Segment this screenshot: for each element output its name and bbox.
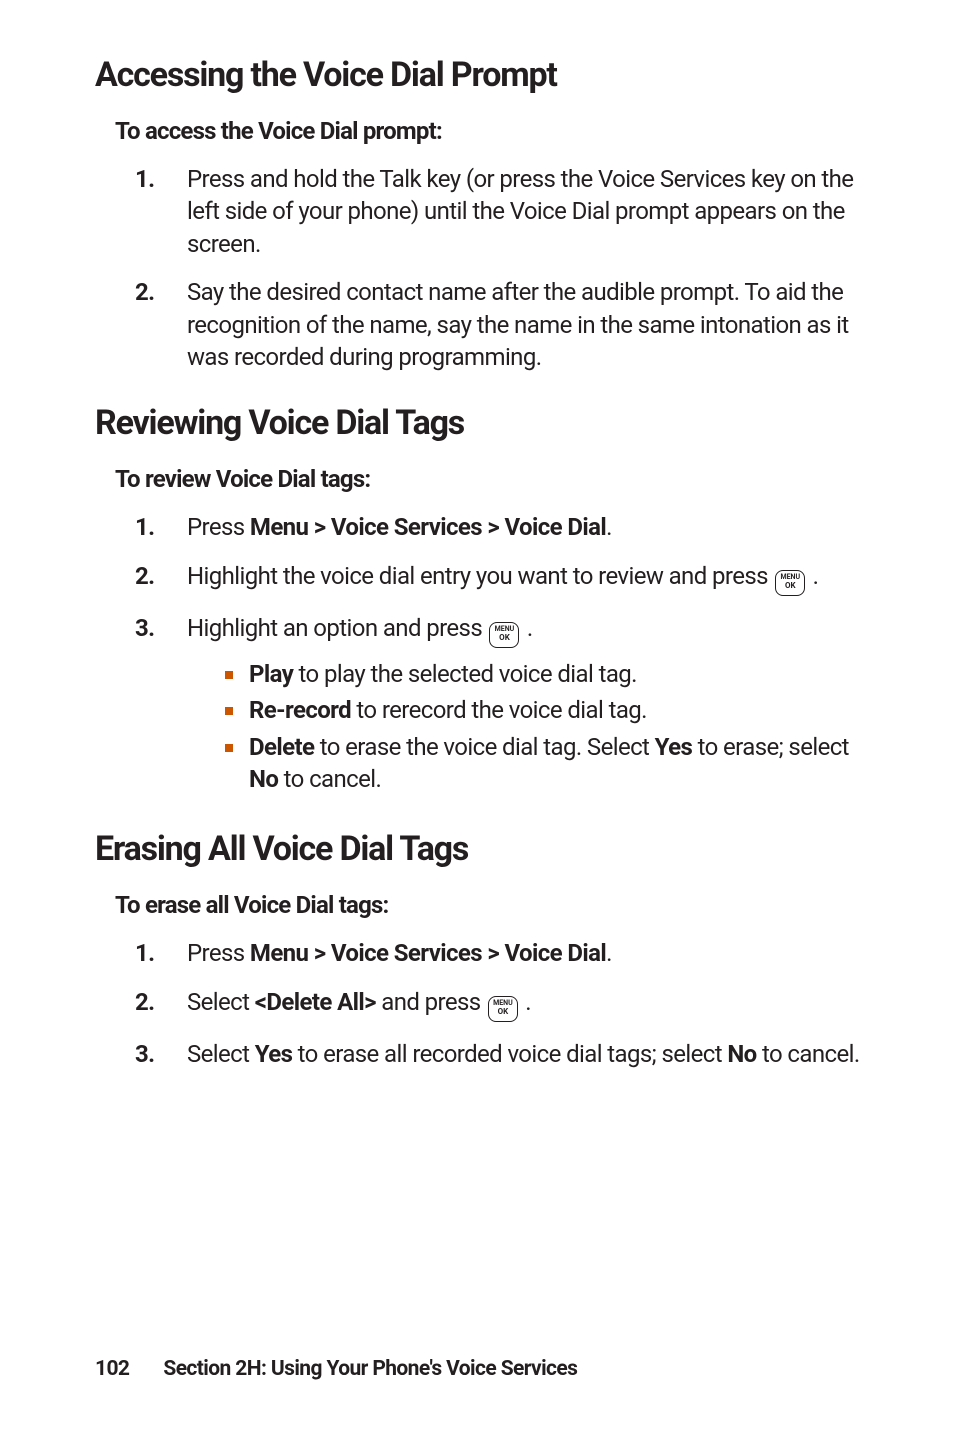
bullet-item: Play to play the selected voice dial tag…	[225, 658, 864, 690]
text: to erase the voice dial tag. Select	[314, 733, 654, 761]
step-item: 3. Highlight an option and press MENUOK …	[135, 612, 864, 800]
step-number: 2.	[135, 560, 187, 592]
step-body: Highlight the voice dial entry you want …	[187, 560, 864, 596]
text: and press	[376, 988, 486, 1016]
step-item: 2. Select <Delete All> and press MENUOK …	[135, 986, 864, 1022]
text: to cancel.	[278, 765, 381, 793]
step-body: Select <Delete All> and press MENUOK .	[187, 986, 864, 1022]
text: .	[807, 562, 818, 590]
menu-path: Menu > Voice Services > Voice Dial	[250, 939, 606, 967]
heading-review: Reviewing Voice Dial Tags	[95, 403, 864, 443]
step-body: Press and hold the Talk key (or press th…	[187, 163, 864, 260]
step-number: 3.	[135, 612, 187, 644]
option-name: Play	[249, 660, 293, 688]
menu-path: Menu > Voice Services > Voice Dial	[250, 513, 606, 541]
step-item: 1. Press Menu > Voice Services > Voice D…	[135, 511, 864, 543]
text: to erase; select	[692, 733, 849, 761]
step-item: 1. Press and hold the Talk key (or press…	[135, 163, 864, 260]
steps-erase: 1. Press Menu > Voice Services > Voice D…	[135, 937, 864, 1070]
step-body: Press Menu > Voice Services > Voice Dial…	[187, 511, 864, 543]
step-item: 1. Press Menu > Voice Services > Voice D…	[135, 937, 864, 969]
steps-review: 1. Press Menu > Voice Services > Voice D…	[135, 511, 864, 799]
text: .	[520, 988, 531, 1016]
subhead-access: To access the Voice Dial prompt:	[115, 117, 864, 145]
menu-ok-icon: MENUOK	[488, 996, 518, 1022]
option-name: Yes	[655, 733, 693, 761]
option-name: Yes	[255, 1040, 293, 1068]
option-name: Delete	[249, 733, 314, 761]
text: to play the selected voice dial tag.	[293, 660, 637, 688]
step-body: Select Yes to erase all recorded voice d…	[187, 1038, 864, 1070]
subhead-review: To review Voice Dial tags:	[115, 465, 864, 493]
text: to erase all recorded voice dial tags; s…	[292, 1040, 727, 1068]
text: Select	[187, 1040, 255, 1068]
subhead-erase: To erase all Voice Dial tags:	[115, 891, 864, 919]
text: Press	[187, 939, 250, 967]
steps-access: 1. Press and hold the Talk key (or press…	[135, 163, 864, 373]
step-item: 3. Select Yes to erase all recorded voic…	[135, 1038, 864, 1070]
page-number: 102	[95, 1357, 129, 1381]
text: to cancel.	[757, 1040, 860, 1068]
text: Highlight an option and press	[187, 614, 487, 642]
option-name: <Delete All>	[255, 988, 376, 1016]
text: Select	[187, 988, 255, 1016]
step-item: 2. Highlight the voice dial entry you wa…	[135, 560, 864, 596]
option-name: Re-record	[249, 696, 351, 724]
bullet-item: Delete to erase the voice dial tag. Sele…	[225, 731, 864, 796]
options-list: Play to play the selected voice dial tag…	[225, 658, 864, 796]
option-name: No	[727, 1040, 756, 1068]
page-footer: 102 Section 2H: Using Your Phone's Voice …	[95, 1357, 577, 1381]
text: .	[606, 513, 612, 541]
step-item: 2. Say the desired contact name after th…	[135, 276, 864, 373]
menu-ok-icon: MENUOK	[775, 570, 805, 596]
step-body: Say the desired contact name after the a…	[187, 276, 864, 373]
text: Press	[187, 513, 250, 541]
step-number: 1.	[135, 937, 187, 969]
step-number: 1.	[135, 163, 187, 195]
step-number: 2.	[135, 276, 187, 308]
text: .	[521, 614, 532, 642]
option-name: No	[249, 765, 278, 793]
heading-access: Accessing the Voice Dial Prompt	[95, 55, 864, 95]
step-body: Highlight an option and press MENUOK . P…	[187, 612, 864, 800]
step-number: 2.	[135, 986, 187, 1018]
step-number: 1.	[135, 511, 187, 543]
section-title: Section 2H: Using Your Phone's Voice Ser…	[163, 1357, 577, 1381]
text: to rerecord the voice dial tag.	[351, 696, 647, 724]
text: .	[606, 939, 612, 967]
menu-ok-icon: MENUOK	[489, 622, 519, 648]
bullet-item: Re-record to rerecord the voice dial tag…	[225, 694, 864, 726]
step-body: Press Menu > Voice Services > Voice Dial…	[187, 937, 864, 969]
text: Highlight the voice dial entry you want …	[187, 562, 773, 590]
heading-erase: Erasing All Voice Dial Tags	[95, 829, 864, 869]
step-number: 3.	[135, 1038, 187, 1070]
